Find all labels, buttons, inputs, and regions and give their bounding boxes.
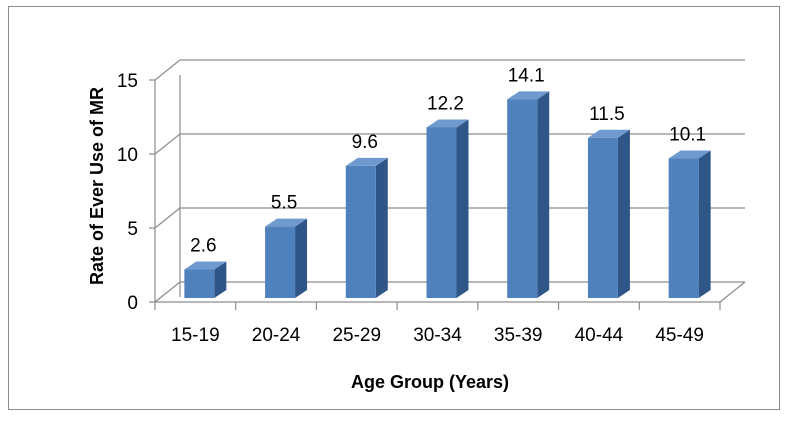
x-tick-label: 20-24 <box>252 325 301 346</box>
data-label: 12.2 <box>427 93 464 114</box>
bar <box>668 150 711 298</box>
y-tick-label: 5 <box>127 219 138 240</box>
bars <box>184 91 711 298</box>
x-tick-label: 30-34 <box>413 325 462 346</box>
data-label: 11.5 <box>589 104 625 125</box>
data-label: 2.6 <box>190 236 216 257</box>
data-label: 5.5 <box>271 193 297 214</box>
bar <box>184 261 227 298</box>
bar <box>507 91 550 298</box>
x-tick-label: 15-19 <box>171 325 220 346</box>
y-tick-label: 15 <box>117 71 138 92</box>
y-axis-title: Rate of Ever Use of MR <box>87 87 107 285</box>
x-axis-ticks: 15-19 20-24 25-29 30-34 35-39 40-44 45-49 <box>154 302 721 346</box>
bar <box>265 218 308 298</box>
gridline-diagonal <box>154 207 181 229</box>
data-label: 14.1 <box>508 65 545 86</box>
gridline-diagonal <box>154 133 181 155</box>
y-tick-label: 0 <box>127 293 138 314</box>
data-labels: 2.6 5.5 9.6 12.2 14.1 11.5 10.1 <box>190 65 706 256</box>
x-tick-label: 45-49 <box>655 325 704 346</box>
bar <box>345 157 388 298</box>
gridline-diagonal <box>154 59 181 81</box>
x-tick-label: 40-44 <box>575 325 624 346</box>
x-axis-title: Age Group (Years) <box>351 372 509 392</box>
gridline-diagonal <box>154 281 181 303</box>
bar <box>426 119 469 298</box>
y-tick-label: 10 <box>117 145 138 166</box>
bar <box>587 129 630 298</box>
x-tick-label: 35-39 <box>494 325 543 346</box>
y-axis-ticks: 0 5 10 15 <box>117 71 155 314</box>
data-label: 9.6 <box>352 132 378 153</box>
data-label: 10.1 <box>669 125 706 146</box>
x-tick-label: 25-29 <box>332 325 381 346</box>
